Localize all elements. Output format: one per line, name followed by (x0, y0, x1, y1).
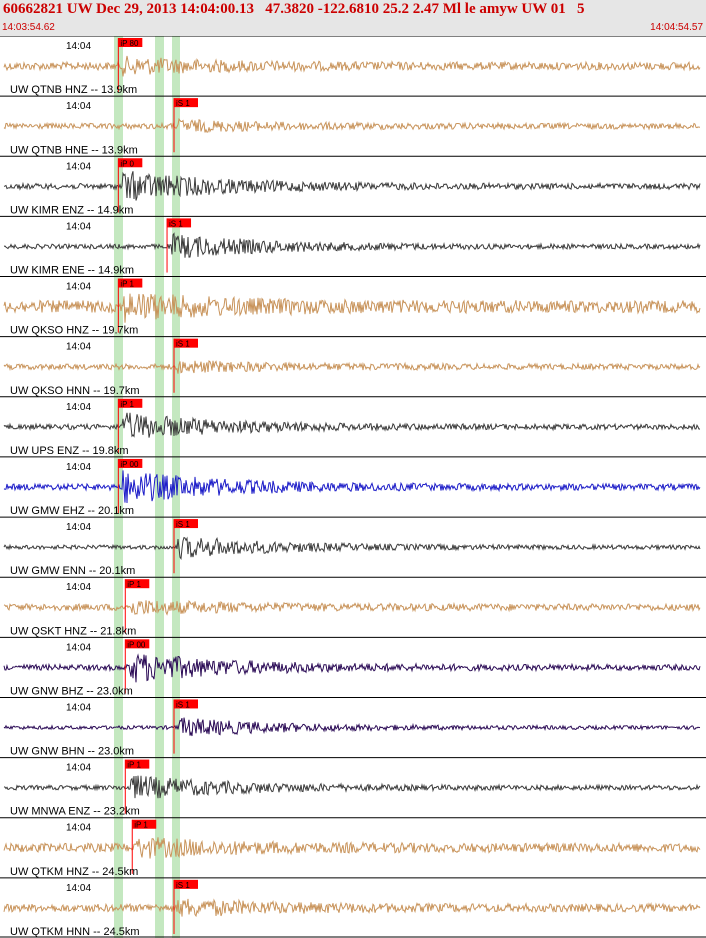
station-label: UW QTKM HNZ -- 24.5km (10, 866, 138, 878)
pick-marker (125, 579, 150, 589)
waveform-trace (3, 55, 701, 77)
pick-marker (132, 819, 157, 829)
pick-label: iP 1 (134, 821, 148, 830)
time-start-label: 14:03:54.62 (2, 22, 55, 33)
pick-marker (125, 759, 150, 769)
pick-label: iS 1 (176, 520, 190, 529)
pick-label: iP 0 (120, 159, 134, 168)
waveform-trace (3, 360, 701, 374)
time-tick-label: 14:04 (66, 282, 91, 293)
station-label: UW GNW BHN -- 23.0km (10, 746, 134, 758)
pick-marker (118, 278, 143, 288)
station-label: UW KIMR ENE -- 14.9km (10, 265, 134, 277)
station-label: UW QTNB HNZ -- 13.9km (10, 84, 137, 96)
station-label: UW QTKM HNN -- 24.5km (10, 926, 140, 938)
time-tick-label: 14:04 (66, 402, 91, 413)
station-label: UW QSKT HNZ -- 21.8km (10, 625, 136, 637)
station-label: UW GMW ENN -- 20.1km (10, 565, 135, 577)
waveform-trace (3, 412, 701, 438)
pick-label: iP 1 (120, 400, 134, 409)
station-label: UW QKSO HNN -- 19.7km (10, 385, 140, 397)
time-tick-label: 14:04 (66, 462, 91, 473)
pick-label: iP 00 (127, 640, 146, 649)
pick-label: iS 1 (176, 881, 190, 890)
waveform-trace (3, 898, 701, 918)
pick-label: iP 1 (127, 580, 141, 589)
time-tick-label: 14:04 (66, 41, 91, 52)
pick-label: iS 1 (176, 700, 190, 709)
pick-label: iP 80 (120, 39, 139, 48)
waveform-trace (3, 470, 701, 504)
s-phase-band (172, 36, 180, 938)
pick-marker (167, 218, 192, 228)
waveform-trace (3, 653, 701, 683)
waveform-trace (3, 775, 701, 799)
time-tick-label: 14:04 (66, 823, 91, 834)
time-tick-label: 14:04 (66, 582, 91, 593)
pick-marker (174, 98, 198, 108)
waveform-trace (3, 293, 701, 323)
pick-label: iP 00 (120, 460, 139, 469)
time-tick-label: 14:04 (66, 342, 91, 353)
waveform-trace (3, 232, 701, 258)
time-tick-label: 14:04 (66, 642, 91, 653)
waveform-trace (3, 837, 701, 859)
pick-marker (174, 338, 198, 348)
time-tick-label: 14:04 (66, 161, 91, 172)
time-tick-label: 14:04 (66, 702, 91, 713)
seismogram-panel: 14:04 iP 80 UW QTNB HNZ -- 13.9km 14:04 iS 1… (0, 36, 706, 938)
time-tick-label: 14:04 (66, 763, 91, 774)
pick-marker (174, 879, 198, 889)
station-label: UW KIMR ENZ -- 14.9km (10, 204, 133, 216)
station-label: UW MNWA ENZ -- 23.2km (10, 806, 140, 818)
header-bar: 60662821 UW Dec 29, 2013 14:04:00.13 47.… (0, 0, 706, 36)
pick-marker (174, 699, 198, 709)
pick-marker (125, 639, 150, 649)
pick-label: iS 1 (176, 99, 190, 108)
time-tick-label: 14:04 (66, 883, 91, 894)
pick-marker (118, 158, 143, 168)
pick-label: iP 1 (127, 761, 141, 770)
station-label: UW QTNB HNE -- 13.9km (10, 144, 138, 156)
time-end-label: 14:04:54.57 (650, 22, 703, 33)
time-tick-label: 14:04 (66, 221, 91, 232)
pick-label: iP 1 (120, 280, 134, 289)
pick-label: iS 1 (176, 340, 190, 349)
station-label: UW GNW BHZ -- 23.0km (10, 685, 133, 697)
pick-marker (118, 398, 143, 408)
pick-label: iS 1 (169, 219, 183, 228)
time-tick-label: 14:04 (66, 101, 91, 112)
station-label: UW GMW EHZ -- 20.1km (10, 505, 134, 517)
waveform-trace (3, 117, 701, 133)
event-title: 60662821 UW Dec 29, 2013 14:04:00.13 47.… (3, 1, 585, 17)
waveform-trace (3, 717, 701, 737)
pick-marker (174, 519, 198, 529)
pick-marker (118, 38, 143, 47)
waveform-trace (3, 536, 701, 560)
time-tick-label: 14:04 (66, 522, 91, 533)
station-label: UW UPS ENZ -- 19.8km (10, 445, 129, 457)
pick-marker (118, 458, 143, 468)
waveform-trace (3, 171, 701, 201)
waveform-trace (3, 599, 701, 616)
station-label: UW QKSO HNZ -- 19.7km (10, 325, 138, 337)
